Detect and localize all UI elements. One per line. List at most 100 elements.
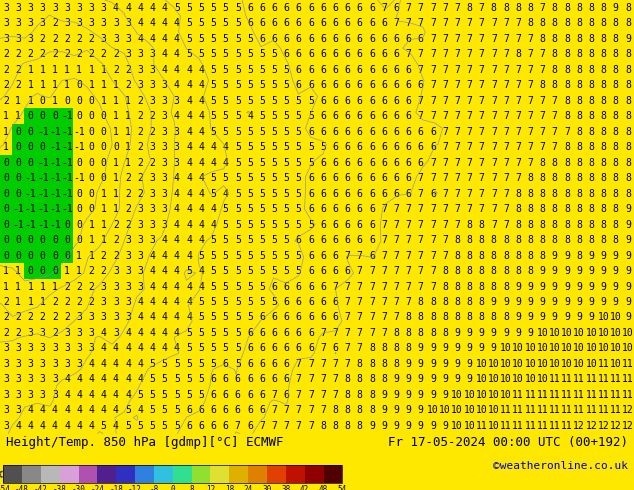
Text: 3: 3 xyxy=(52,374,58,385)
Text: 4: 4 xyxy=(150,266,155,276)
Text: 5: 5 xyxy=(150,421,155,431)
Text: 0: 0 xyxy=(15,142,21,152)
Text: 6: 6 xyxy=(296,235,302,245)
Text: 6: 6 xyxy=(393,111,399,121)
Text: 7: 7 xyxy=(455,204,460,214)
Text: 8: 8 xyxy=(540,34,545,44)
Text: 11: 11 xyxy=(500,405,512,416)
Text: 8: 8 xyxy=(552,220,558,230)
Text: 6: 6 xyxy=(369,250,375,261)
Text: 4: 4 xyxy=(76,374,82,385)
Text: 2: 2 xyxy=(89,34,94,44)
Text: 5: 5 xyxy=(247,204,253,214)
Text: 6: 6 xyxy=(357,204,363,214)
Text: 7: 7 xyxy=(503,49,509,59)
Text: 9: 9 xyxy=(625,250,631,261)
Text: 2: 2 xyxy=(52,18,58,28)
Bar xyxy=(3,465,342,483)
Text: 4: 4 xyxy=(101,343,107,353)
Text: 10: 10 xyxy=(500,390,512,400)
Text: 7: 7 xyxy=(308,421,314,431)
Text: 5: 5 xyxy=(259,282,265,292)
Text: 6: 6 xyxy=(320,189,326,198)
Text: 6: 6 xyxy=(381,111,387,121)
Text: 6: 6 xyxy=(320,158,326,168)
Text: 5: 5 xyxy=(174,390,179,400)
Text: 7: 7 xyxy=(467,142,472,152)
Text: 11: 11 xyxy=(524,390,536,400)
Text: 8: 8 xyxy=(625,142,631,152)
Text: 6: 6 xyxy=(320,220,326,230)
Text: 7: 7 xyxy=(406,235,411,245)
Text: 4: 4 xyxy=(186,282,192,292)
Text: 7: 7 xyxy=(406,18,411,28)
Text: 9: 9 xyxy=(442,359,448,369)
Text: 2: 2 xyxy=(125,189,131,198)
Text: 5: 5 xyxy=(223,3,228,13)
Text: 4: 4 xyxy=(101,359,107,369)
Text: 10: 10 xyxy=(439,405,451,416)
Text: 9: 9 xyxy=(393,390,399,400)
Text: 7: 7 xyxy=(503,111,509,121)
Text: 8: 8 xyxy=(442,313,448,322)
Bar xyxy=(0,186,73,201)
Text: 1: 1 xyxy=(40,80,46,90)
Bar xyxy=(24,263,61,279)
Text: 5: 5 xyxy=(186,359,192,369)
Text: 8: 8 xyxy=(540,173,545,183)
Text: 3: 3 xyxy=(113,297,119,307)
Text: 7: 7 xyxy=(479,142,484,152)
Text: 6: 6 xyxy=(381,49,387,59)
Text: 6: 6 xyxy=(283,34,290,44)
Text: 5: 5 xyxy=(223,65,228,74)
Text: 4: 4 xyxy=(113,359,119,369)
Text: 1: 1 xyxy=(3,266,9,276)
Text: -1: -1 xyxy=(74,142,85,152)
Text: 6: 6 xyxy=(332,96,338,106)
Text: 5: 5 xyxy=(198,390,204,400)
Text: 8: 8 xyxy=(503,266,509,276)
Text: 9: 9 xyxy=(600,282,607,292)
Text: 8: 8 xyxy=(527,220,533,230)
Text: 5: 5 xyxy=(210,49,216,59)
Text: 8: 8 xyxy=(503,235,509,245)
Text: 7: 7 xyxy=(406,297,411,307)
Text: 5: 5 xyxy=(283,189,290,198)
Text: 5: 5 xyxy=(259,80,265,90)
Text: 9: 9 xyxy=(479,328,484,338)
Text: 6: 6 xyxy=(344,189,351,198)
Text: 6: 6 xyxy=(357,49,363,59)
Text: 9: 9 xyxy=(588,297,594,307)
Text: 5: 5 xyxy=(223,328,228,338)
Text: -1: -1 xyxy=(37,158,49,168)
Text: 7: 7 xyxy=(491,126,496,137)
Text: 12: 12 xyxy=(622,421,634,431)
Text: 5: 5 xyxy=(223,250,228,261)
Text: 9: 9 xyxy=(613,297,619,307)
Text: 4: 4 xyxy=(198,158,204,168)
Text: 3: 3 xyxy=(15,374,21,385)
Text: 6: 6 xyxy=(430,189,436,198)
Text: Fr 17-05-2024 00:00 UTC (00+192): Fr 17-05-2024 00:00 UTC (00+192) xyxy=(387,437,628,449)
Text: 7: 7 xyxy=(393,297,399,307)
Text: 7: 7 xyxy=(357,282,363,292)
Text: 6: 6 xyxy=(381,96,387,106)
Text: 8: 8 xyxy=(540,235,545,245)
Text: 8: 8 xyxy=(430,297,436,307)
Text: 5: 5 xyxy=(210,313,216,322)
Text: -1: -1 xyxy=(61,111,73,121)
Text: 6: 6 xyxy=(369,204,375,214)
Text: 4: 4 xyxy=(186,142,192,152)
Text: 5: 5 xyxy=(210,297,216,307)
Text: 6: 6 xyxy=(308,80,314,90)
Bar xyxy=(98,465,116,483)
Text: 5: 5 xyxy=(223,49,228,59)
Text: 6: 6 xyxy=(369,235,375,245)
Text: 11: 11 xyxy=(598,374,609,385)
Text: 6: 6 xyxy=(344,34,351,44)
Text: 10: 10 xyxy=(585,343,597,353)
Text: 6: 6 xyxy=(418,34,424,44)
Text: 1: 1 xyxy=(101,189,107,198)
Text: 8: 8 xyxy=(430,328,436,338)
Text: 3: 3 xyxy=(113,266,119,276)
